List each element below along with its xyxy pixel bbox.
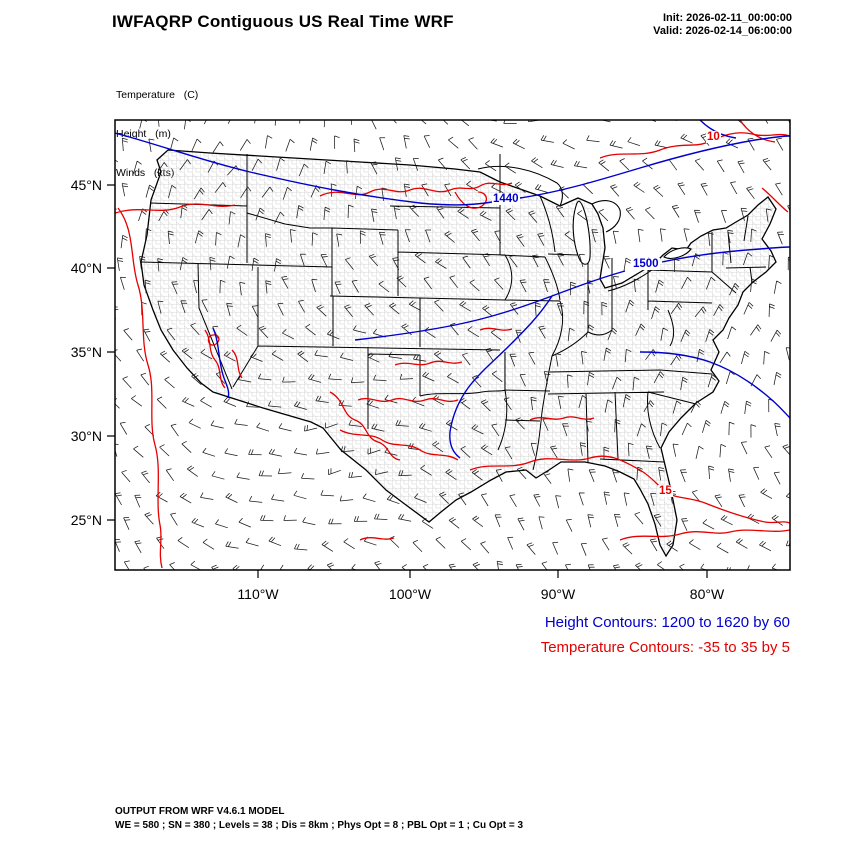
init-time: Init: 2026-02-11_00:00:00 <box>662 12 792 24</box>
y-tick-35n: 35°N <box>70 344 102 360</box>
x-tick-80w: 80°W <box>689 586 725 602</box>
axis-ticks <box>107 184 708 578</box>
y-tick-45n: 45°N <box>70 177 102 193</box>
y-tick-40n: 40°N <box>70 260 102 276</box>
temp-contour-label-10: 10 <box>706 131 721 143</box>
y-tick-30n: 30°N <box>70 428 102 444</box>
variable-temperature: Temperature (C) <box>116 89 199 101</box>
model-info-line2: WE = 580 ; SN = 380 ; Levels = 38 ; Dis … <box>115 820 524 831</box>
model-info-line1: OUTPUT FROM WRF V4.6.1 MODEL <box>115 806 285 817</box>
page-title: IWFAQRP Contiguous US Real Time WRF <box>112 12 454 31</box>
run-times: Init: 2026-02-11_00:00:00 Valid: 2026-02… <box>653 12 792 38</box>
temp-contour-label-15: 15 <box>658 485 673 497</box>
us-landmass <box>140 149 777 558</box>
x-tick-110w: 110°W <box>237 586 279 602</box>
height-contour-legend: Height Contours: 1200 to 1620 by 60 <box>544 614 790 631</box>
height-contour-label-1440: 1440 <box>492 193 520 205</box>
variable-height: Height (m) <box>116 128 171 140</box>
valid-time: Valid: 2026-02-14_06:00:00 <box>653 25 792 37</box>
x-tick-100w: 100°W <box>388 586 432 602</box>
plot-frame <box>114 119 791 571</box>
temperature-contour-legend: Temperature Contours: -35 to 35 by 5 <box>540 639 790 656</box>
great-lakes <box>477 165 692 292</box>
y-tick-25n: 25°N <box>70 512 102 528</box>
x-tick-90w: 90°W <box>540 586 576 602</box>
height-contour-label-1500: 1500 <box>632 258 660 270</box>
wind-barbs-layer <box>115 120 790 570</box>
